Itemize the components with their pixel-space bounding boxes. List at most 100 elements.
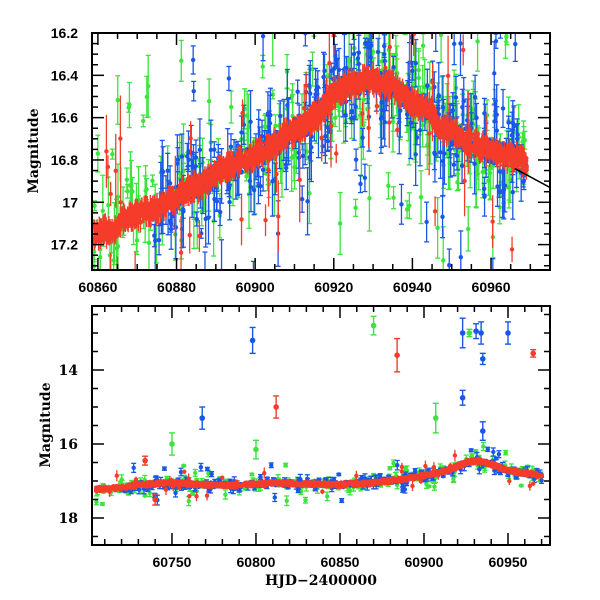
green-data-point	[150, 178, 155, 183]
blue-data-point	[482, 111, 487, 116]
blue-data-point	[513, 41, 518, 47]
blue-data-point	[391, 64, 396, 70]
blue-data-point	[175, 161, 180, 166]
green-data-point	[144, 94, 150, 100]
blue-data-point	[460, 104, 465, 110]
green-data-point	[244, 173, 249, 179]
blue-data-point	[510, 190, 515, 195]
green-data-point	[441, 258, 446, 263]
blue-data-point	[458, 41, 463, 46]
blue-data-point	[217, 209, 223, 215]
blue-data-point	[186, 157, 191, 162]
blue-data-point	[417, 127, 423, 133]
green-data-point	[324, 74, 330, 79]
green-data-point	[229, 104, 234, 110]
green-data-point	[141, 118, 146, 124]
green-data-point	[337, 221, 343, 226]
blue-data-point	[360, 135, 365, 140]
green-data-point	[470, 107, 476, 112]
blue-data-point	[482, 194, 487, 199]
blue-data-point	[404, 112, 410, 117]
blue-data-point	[226, 76, 232, 81]
blue-data-point	[375, 49, 381, 55]
blue-data-point	[382, 43, 387, 49]
blue-data-point	[362, 175, 368, 181]
blue-data-point	[399, 202, 404, 207]
blue-data-point	[425, 83, 430, 88]
blue-data-point	[260, 167, 266, 173]
green-data-point	[384, 0, 388, 3]
blue-data-point	[353, 157, 359, 162]
blue-data-point	[367, 45, 373, 50]
blue-data-point	[497, 169, 503, 174]
green-data-point	[127, 102, 132, 108]
green-data-point	[206, 98, 212, 104]
blue-data-point	[510, 120, 515, 125]
blue-data-point	[395, 7, 399, 11]
blue-data-point	[331, 66, 337, 71]
green-data-point	[353, 205, 358, 211]
blue-data-point	[248, 119, 253, 125]
blue-data-point	[379, 100, 384, 105]
blue-data-point	[190, 57, 196, 63]
green-data-point	[115, 194, 121, 200]
green-data-point	[332, 115, 338, 121]
red-data-point	[360, 71, 366, 77]
blue-data-point	[500, 106, 506, 111]
blue-data-point	[453, 95, 459, 100]
green-data-point	[312, 11, 316, 15]
blue-data-point	[300, 153, 306, 159]
green-data-point	[503, 25, 507, 29]
blue-data-point	[179, 154, 185, 159]
blue-data-point	[452, 13, 456, 17]
blue-data-point	[472, 94, 478, 100]
green-data-point	[262, 124, 268, 129]
blue-data-point	[451, 41, 457, 47]
green-data-point	[438, 33, 444, 38]
green-data-point	[390, 119, 396, 124]
green-data-point	[179, 58, 184, 64]
blue-data-point	[268, 112, 273, 118]
blue-data-point	[270, 179, 275, 184]
blue-data-point	[408, 120, 413, 126]
blue-data-point	[168, 221, 174, 226]
blue-data-point	[515, 136, 520, 142]
green-data-point	[92, 203, 97, 209]
blue-data-point	[277, 113, 283, 119]
blue-data-point	[440, 104, 446, 110]
green-data-point	[416, 75, 421, 81]
green-data-point	[110, 151, 115, 157]
blue-data-point	[459, 163, 465, 169]
blue-data-point	[397, 119, 402, 125]
blue-data-point	[351, 51, 357, 57]
blue-data-point	[442, 151, 447, 156]
blue-data-point	[436, 93, 441, 98]
green-data-point	[100, 208, 105, 213]
top-panel-points	[92, 0, 550, 319]
blue-data-point	[299, 196, 305, 202]
blue-data-point	[451, 162, 457, 167]
blue-data-point	[251, 187, 257, 193]
green-data-point	[418, 195, 424, 200]
blue-data-point	[208, 147, 214, 153]
blue-data-point	[227, 199, 232, 205]
blue-data-point	[356, 61, 362, 67]
blue-data-point	[447, 263, 452, 268]
blue-data-point	[296, 155, 302, 161]
blue-data-point	[305, 199, 310, 204]
green-data-point	[420, 123, 425, 128]
blue-data-point	[180, 207, 186, 212]
green-data-point	[290, 18, 294, 22]
blue-data-point	[308, 4, 312, 8]
green-data-point	[520, 139, 525, 145]
green-data-point	[124, 177, 130, 182]
green-data-point	[306, 15, 310, 19]
green-data-point	[270, 92, 275, 97]
blue-data-point	[493, 109, 498, 114]
green-data-point	[386, 183, 391, 189]
green-data-point	[143, 188, 148, 193]
green-data-point	[183, 315, 187, 319]
green-data-point	[475, 39, 480, 44]
green-data-point	[420, 43, 426, 49]
blue-data-point	[269, 16, 273, 20]
